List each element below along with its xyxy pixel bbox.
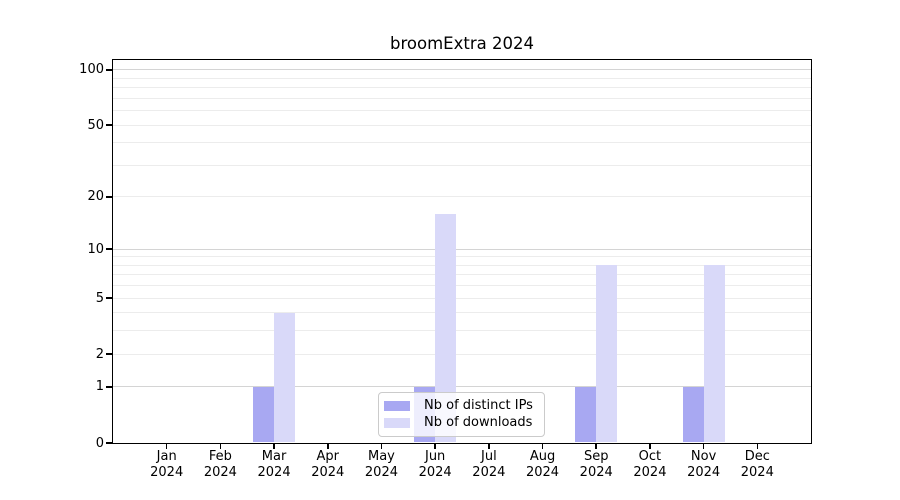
gridline-minor: [113, 164, 811, 166]
x-tick-year: 2024: [418, 464, 452, 480]
x-tick-label: Dec 2024: [725, 449, 789, 480]
gridline-minor: [113, 142, 811, 144]
x-tick-year: 2024: [150, 464, 184, 480]
x-tick-month: Dec: [744, 449, 770, 464]
x-axis-tick: [219, 444, 222, 449]
x-tick-label: Aug 2024: [511, 449, 575, 480]
x-tick-month: Sep: [583, 449, 609, 464]
x-tick-year: 2024: [257, 464, 291, 480]
x-tick-year: 2024: [311, 464, 345, 480]
y-axis-tick: [106, 69, 112, 71]
x-tick-month: Jan: [156, 449, 177, 464]
y-tick-label: 20: [87, 189, 104, 205]
legend-label-distinct-ips: Nb of distinct IPs: [424, 397, 533, 413]
y-tick-label: 100: [79, 62, 104, 78]
x-axis-tick: [380, 444, 383, 449]
bar-downloads-Nov: [703, 265, 725, 442]
y-tick-label: 50: [87, 117, 104, 133]
y-tick-label: 0: [95, 435, 104, 451]
gridline-minor: [113, 264, 811, 266]
gridline-minor: [113, 297, 811, 299]
x-tick-year: 2024: [687, 464, 721, 480]
x-tick-label: Nov 2024: [672, 449, 736, 480]
y-axis-tick: [106, 353, 112, 355]
gridline-major: [113, 248, 811, 250]
x-tick-month: Jul: [481, 449, 497, 464]
gridline-minor: [113, 285, 811, 287]
gridline-minor: [113, 124, 811, 126]
gridline-minor: [113, 110, 811, 112]
x-tick-month: Apr: [316, 449, 340, 464]
x-tick-year: 2024: [579, 464, 613, 480]
x-tick-label: Apr 2024: [296, 449, 360, 480]
x-tick-label: May 2024: [349, 449, 413, 480]
gridline-minor: [113, 87, 811, 89]
gridline-minor: [113, 330, 811, 332]
y-axis-tick: [106, 124, 112, 126]
x-axis-tick: [595, 444, 597, 449]
x-axis-tick: [434, 444, 436, 449]
gridline-minor: [113, 97, 811, 99]
x-tick-month: Nov: [690, 449, 717, 464]
legend: Nb of distinct IPs Nb of downloads: [378, 392, 545, 437]
gridline-minor: [113, 312, 811, 314]
x-tick-month: Mar: [261, 449, 287, 464]
gridline-major: [113, 386, 811, 388]
y-tick-label: 5: [95, 290, 104, 306]
x-tick-month: Aug: [529, 449, 556, 464]
y-tick-label: 10: [87, 241, 104, 257]
x-tick-month: May: [368, 449, 395, 464]
x-axis-tick: [756, 444, 759, 449]
bar-downloads-Sep: [596, 265, 618, 442]
x-axis-tick: [649, 444, 651, 449]
x-tick-month: Feb: [208, 449, 232, 464]
y-axis-tick: [106, 297, 112, 299]
y-axis-tick: [106, 248, 112, 250]
legend-label-downloads: Nb of downloads: [424, 415, 533, 431]
x-tick-label: Mar 2024: [242, 449, 306, 480]
y-axis-tick: [106, 386, 112, 388]
chart-title: broomExtra 2024: [390, 34, 534, 53]
bar-distinct-ips-Mar: [253, 386, 275, 442]
bar-distinct-ips-Sep: [575, 386, 597, 442]
x-tick-year: 2024: [472, 464, 506, 480]
x-axis-tick: [327, 444, 329, 449]
x-axis-tick: [488, 444, 490, 449]
x-tick-label: Jun 2024: [403, 449, 467, 480]
y-axis-tick: [106, 442, 112, 444]
x-tick-year: 2024: [740, 464, 774, 480]
gridline-major: [113, 69, 811, 71]
x-axis-tick: [165, 444, 168, 449]
y-tick-label: 1: [95, 379, 104, 395]
bar-distinct-ips-Nov: [682, 386, 704, 442]
x-axis-tick: [702, 444, 705, 449]
x-tick-year: 2024: [364, 464, 398, 480]
x-tick-label: Sep 2024: [564, 449, 628, 480]
x-tick-year: 2024: [203, 464, 237, 480]
x-tick-month: Oct: [638, 449, 662, 464]
x-tick-label: Oct 2024: [618, 449, 682, 480]
gridline-minor: [113, 274, 811, 276]
y-axis-tick: [106, 196, 112, 198]
x-axis-tick: [541, 444, 544, 449]
x-axis-tick: [273, 444, 275, 449]
gridline-minor: [113, 77, 811, 79]
gridline-minor: [113, 256, 811, 258]
gridline-minor: [113, 353, 811, 355]
legend-swatch-downloads-icon: [384, 418, 410, 429]
bar-downloads-Mar: [274, 312, 296, 442]
x-tick-label: Jul 2024: [457, 449, 521, 480]
legend-entry-distinct-ips: Nb of distinct IPs: [384, 397, 538, 415]
x-tick-label: Feb 2024: [188, 449, 252, 480]
x-tick-year: 2024: [525, 464, 560, 480]
x-tick-month: Jun: [424, 449, 446, 464]
gridline-minor: [113, 196, 811, 198]
legend-entry-downloads: Nb of downloads: [384, 415, 538, 433]
x-tick-label: Jan 2024: [135, 449, 199, 480]
legend-swatch-distinct-ips-icon: [384, 400, 410, 411]
y-tick-label: 2: [95, 346, 104, 362]
bar-downloads-Jun: [435, 213, 457, 442]
x-tick-year: 2024: [633, 464, 667, 480]
